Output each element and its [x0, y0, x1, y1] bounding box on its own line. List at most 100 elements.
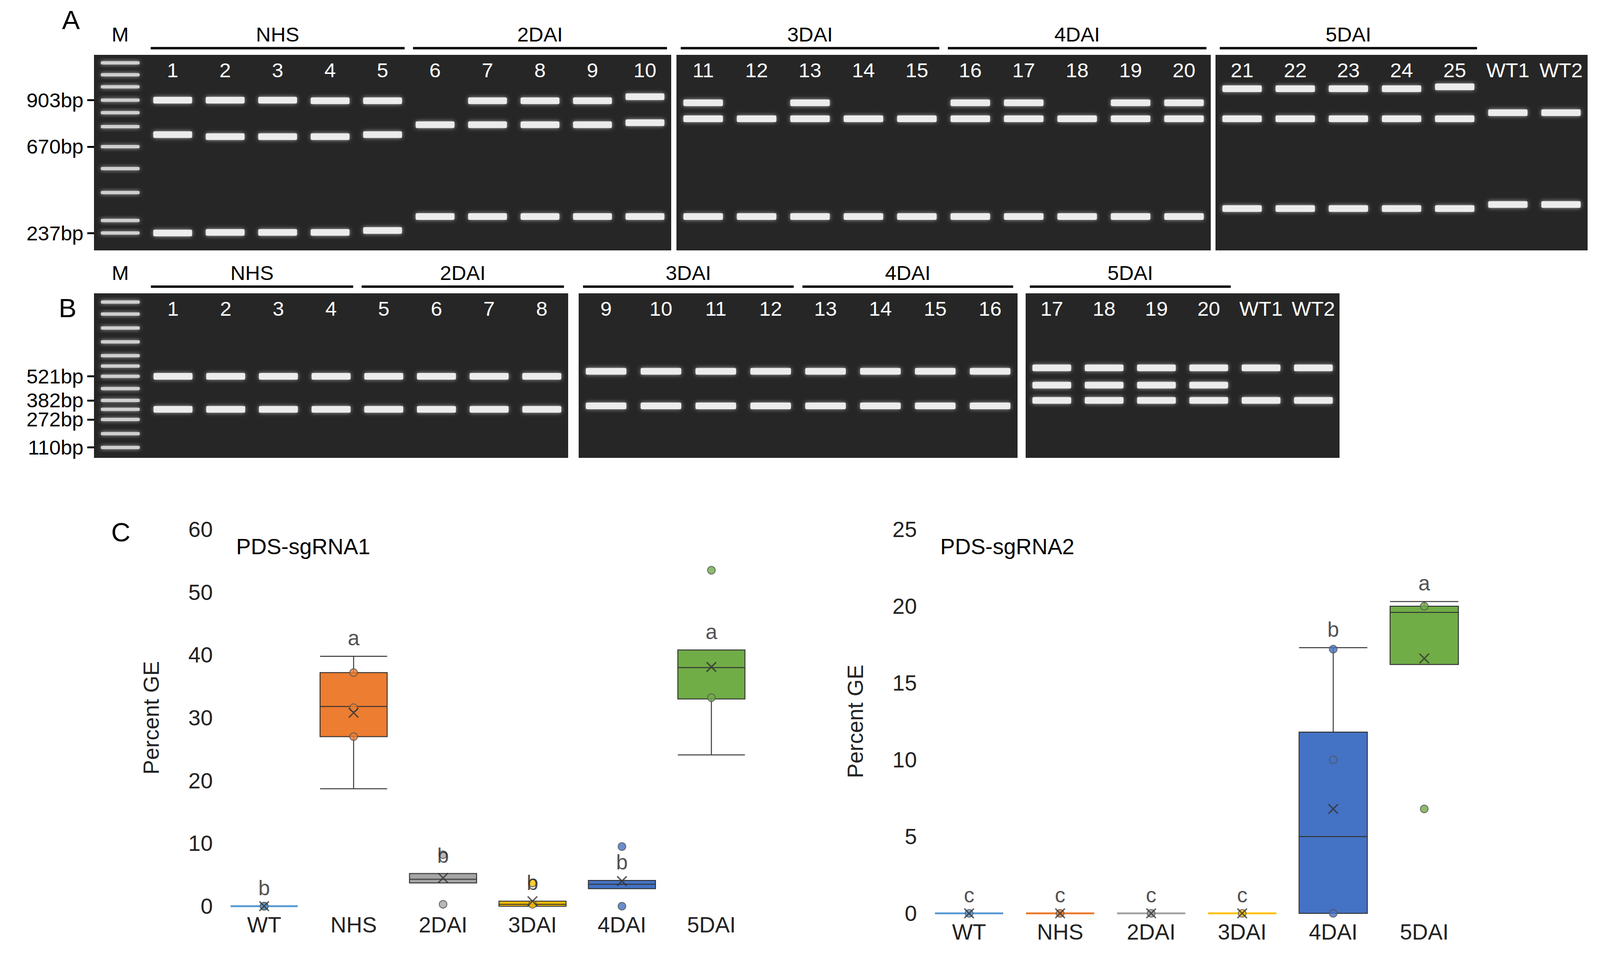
- svg-text:5DAI: 5DAI: [1107, 261, 1154, 285]
- svg-text:15: 15: [892, 670, 917, 696]
- svg-text:19: 19: [1119, 58, 1143, 82]
- svg-text:a: a: [347, 626, 360, 650]
- svg-text:5DAI: 5DAI: [686, 912, 736, 938]
- svg-text:670bp: 670bp: [26, 135, 84, 158]
- svg-text:4: 4: [325, 297, 337, 321]
- svg-text:Percent GE: Percent GE: [842, 664, 868, 779]
- svg-text:9: 9: [586, 58, 599, 82]
- svg-text:60: 60: [188, 517, 213, 542]
- svg-text:6: 6: [430, 297, 443, 321]
- svg-text:50: 50: [188, 580, 213, 605]
- svg-text:272bp: 272bp: [26, 407, 84, 431]
- svg-text:4DAI: 4DAI: [1309, 919, 1358, 945]
- svg-text:9: 9: [600, 297, 613, 321]
- svg-text:WT1: WT1: [1239, 297, 1283, 321]
- svg-text:2DAI: 2DAI: [517, 22, 563, 46]
- svg-text:c: c: [1145, 883, 1157, 907]
- svg-text:903bp: 903bp: [26, 88, 84, 112]
- svg-text:b: b: [616, 850, 628, 874]
- svg-text:10: 10: [188, 831, 213, 856]
- svg-text:4DAI: 4DAI: [1054, 22, 1101, 46]
- svg-text:b: b: [437, 843, 449, 868]
- svg-text:Percent GE: Percent GE: [138, 661, 164, 775]
- svg-text:10: 10: [633, 58, 657, 82]
- svg-text:M: M: [111, 261, 129, 285]
- svg-text:a: a: [705, 620, 718, 644]
- svg-text:25: 25: [1443, 58, 1467, 82]
- svg-text:18: 18: [1092, 297, 1116, 321]
- svg-text:10: 10: [649, 297, 673, 321]
- svg-text:16: 16: [958, 58, 982, 82]
- svg-text:WT2: WT2: [1539, 58, 1583, 82]
- svg-text:WT: WT: [247, 912, 282, 938]
- svg-text:23: 23: [1337, 58, 1361, 82]
- svg-text:WT1: WT1: [1485, 58, 1530, 82]
- svg-text:A: A: [62, 4, 81, 35]
- svg-text:NHS: NHS: [1037, 919, 1084, 945]
- svg-text:5DAI: 5DAI: [1325, 22, 1372, 46]
- svg-text:4DAI: 4DAI: [884, 261, 931, 285]
- svg-text:20: 20: [1197, 297, 1221, 321]
- svg-text:10: 10: [892, 747, 917, 773]
- svg-text:b: b: [526, 871, 539, 895]
- svg-text:3DAI: 3DAI: [665, 261, 712, 285]
- svg-text:c: c: [963, 883, 975, 907]
- svg-text:3DAI: 3DAI: [787, 22, 833, 46]
- svg-text:40: 40: [188, 642, 213, 668]
- svg-text:19: 19: [1144, 297, 1168, 321]
- svg-text:22: 22: [1283, 58, 1307, 82]
- svg-text:2: 2: [219, 297, 232, 321]
- svg-text:3DAI: 3DAI: [1217, 919, 1267, 945]
- svg-text:13: 13: [798, 58, 822, 82]
- svg-text:PDS-sgRNA1: PDS-sgRNA1: [236, 534, 371, 560]
- svg-text:5: 5: [904, 824, 917, 850]
- svg-text:5: 5: [376, 58, 389, 82]
- svg-text:14: 14: [851, 58, 875, 82]
- svg-text:NHS: NHS: [330, 912, 377, 938]
- svg-text:2DAI: 2DAI: [439, 261, 486, 285]
- svg-text:11: 11: [705, 297, 727, 321]
- svg-text:17: 17: [1012, 58, 1036, 82]
- svg-text:521bp: 521bp: [26, 364, 84, 388]
- svg-text:B: B: [58, 292, 77, 323]
- svg-text:6: 6: [429, 58, 441, 82]
- svg-text:20: 20: [188, 768, 213, 794]
- svg-text:110bp: 110bp: [28, 436, 84, 459]
- svg-text:21: 21: [1230, 58, 1254, 82]
- svg-text:8: 8: [534, 58, 546, 82]
- svg-text:30: 30: [188, 705, 213, 731]
- svg-text:24: 24: [1390, 58, 1413, 82]
- svg-text:12: 12: [759, 297, 783, 321]
- svg-text:16: 16: [978, 297, 1002, 321]
- svg-text:PDS-sgRNA2: PDS-sgRNA2: [940, 534, 1075, 560]
- svg-text:0: 0: [200, 893, 213, 919]
- svg-text:5DAI: 5DAI: [1399, 919, 1449, 945]
- svg-text:11: 11: [692, 58, 715, 82]
- svg-text:C: C: [111, 517, 131, 548]
- svg-text:4DAI: 4DAI: [597, 912, 647, 938]
- svg-text:3DAI: 3DAI: [508, 912, 557, 938]
- svg-text:8: 8: [536, 297, 548, 321]
- svg-text:3: 3: [272, 297, 285, 321]
- svg-text:2DAI: 2DAI: [418, 912, 468, 938]
- svg-text:20: 20: [892, 593, 917, 619]
- svg-text:2DAI: 2DAI: [1126, 919, 1176, 945]
- svg-text:2: 2: [219, 58, 231, 82]
- svg-text:237bp: 237bp: [26, 221, 84, 245]
- svg-text:b: b: [1327, 617, 1340, 642]
- svg-text:18: 18: [1065, 58, 1089, 82]
- svg-text:25: 25: [892, 517, 917, 542]
- svg-text:1: 1: [166, 58, 179, 82]
- svg-text:NHS: NHS: [230, 261, 274, 285]
- svg-text:12: 12: [745, 58, 769, 82]
- svg-text:15: 15: [905, 58, 929, 82]
- svg-text:NHS: NHS: [256, 22, 300, 46]
- svg-text:7: 7: [481, 58, 494, 82]
- svg-text:5: 5: [377, 297, 390, 321]
- svg-text:WT2: WT2: [1291, 297, 1336, 321]
- svg-text:WT: WT: [952, 919, 987, 945]
- svg-text:c: c: [1236, 883, 1248, 907]
- svg-text:17: 17: [1040, 297, 1064, 321]
- svg-text:1: 1: [167, 297, 179, 321]
- svg-text:20: 20: [1172, 58, 1196, 82]
